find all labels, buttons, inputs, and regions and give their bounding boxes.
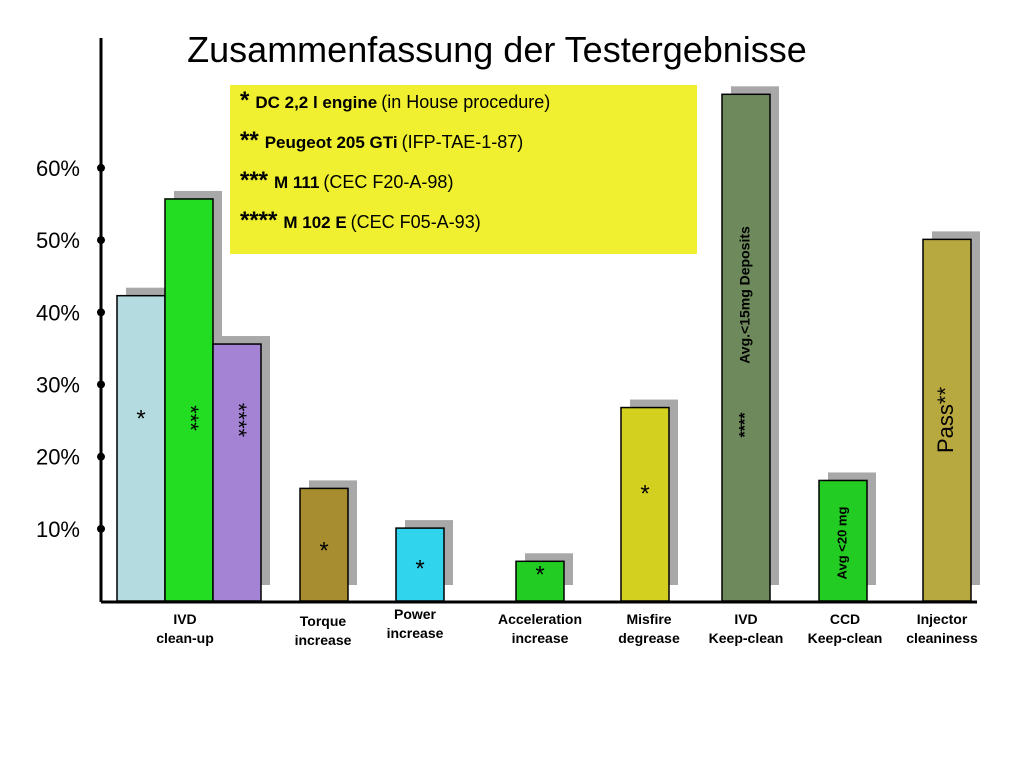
- legend-row: **** M 102 E (CEC F05-A-93): [240, 207, 687, 247]
- x-tick-label: Torque increase: [294, 613, 352, 648]
- y-tick-label: 30%: [36, 372, 80, 397]
- legend-marker: ****: [240, 207, 278, 234]
- y-tick-dot: [97, 163, 105, 172]
- bar: [818, 479, 868, 602]
- legend-engine: M 111: [274, 173, 320, 192]
- legend-row: * DC 2,2 l engine (in House procedure): [240, 87, 687, 127]
- x-tick-label: Misfire degrease: [618, 611, 680, 646]
- y-tick-label: 60%: [36, 156, 80, 181]
- bar-label: ****: [226, 403, 251, 438]
- y-tick-dot: [97, 236, 105, 245]
- y-tick-label: 40%: [36, 300, 80, 325]
- bar: [164, 198, 214, 602]
- x-tick-label: Acceleration increase: [497, 611, 583, 646]
- x-tick-label: Injector cleaniness: [906, 611, 978, 646]
- y-tick-label: 20%: [36, 445, 80, 470]
- x-tick-label: Power increase: [386, 606, 444, 641]
- bar-label: *: [535, 561, 544, 588]
- bar-label: ****: [737, 412, 754, 438]
- x-tick-label: CCD Keep-clean: [807, 611, 883, 646]
- legend-marker: ***: [240, 167, 269, 194]
- bar-label: Avg <20 mg: [834, 507, 849, 580]
- legend-procedure: (CEC F05-A-93): [350, 212, 481, 232]
- bar-label: *: [640, 480, 649, 507]
- y-tick-dot: [97, 524, 105, 533]
- bar-note: Avg.<15mg Deposits: [737, 226, 753, 364]
- bar: [116, 294, 166, 602]
- legend-row: ** Peugeot 205 GTi (IFP-TAE-1-87): [240, 127, 687, 167]
- bar-label: *: [319, 537, 328, 564]
- bar-label: ***: [178, 405, 203, 431]
- y-tick-label: 10%: [36, 517, 80, 542]
- legend-row: *** M 111 (CEC F20-A-98): [240, 167, 687, 207]
- y-tick-label: 50%: [36, 228, 80, 253]
- legend-engine: M 102 E: [283, 213, 347, 232]
- y-tick-dot: [97, 308, 105, 317]
- bar-label: Pass**: [933, 387, 958, 453]
- legend-procedure: (IFP-TAE-1-87): [401, 132, 524, 152]
- bar: [395, 527, 445, 602]
- bar: [620, 406, 670, 602]
- bar: [721, 93, 771, 602]
- bar-label: *: [415, 555, 424, 582]
- legend-engine: Peugeot 205 GTi: [264, 133, 398, 152]
- legend-procedure: (CEC F20-A-98): [323, 172, 454, 192]
- bar: [515, 560, 565, 602]
- chart-title: Zusammenfassung der Testergebnisse: [187, 29, 807, 70]
- x-tick-label: IVD Keep-clean: [708, 611, 784, 646]
- x-tick-label: IVD clean-up: [156, 611, 214, 646]
- bar: [212, 343, 262, 602]
- bar-label: *: [136, 405, 145, 432]
- bar: [922, 238, 972, 602]
- legend-procedure: (in House procedure): [381, 92, 551, 112]
- legend-engine: DC 2,2 l engine: [255, 93, 378, 112]
- y-tick-dot: [97, 380, 105, 389]
- legend-marker: **: [240, 127, 259, 154]
- y-tick-dot: [97, 452, 105, 461]
- legend-box: * DC 2,2 l engine (in House procedure) ** Pe…: [230, 85, 697, 254]
- bar: [299, 487, 349, 602]
- legend-marker: *: [240, 87, 250, 114]
